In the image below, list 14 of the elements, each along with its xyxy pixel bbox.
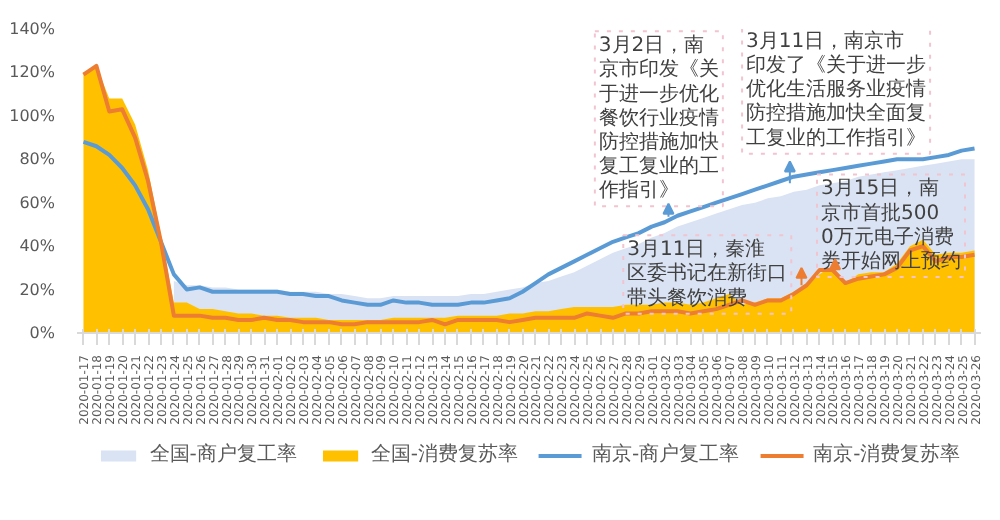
y-tick-label: 100% [9,106,56,125]
legend-label: 南京-消费复苏率 [813,441,961,468]
y-tick-label: 40% [19,237,56,256]
y-tick-label: 80% [19,150,56,169]
annotation: 3月11日，南京市印发了《关于进一步优化生活服务业疫情防控措施加快全面复工复业的工作指引》 [746,28,927,150]
y-tick-label: 60% [19,193,56,212]
y-tick-label: 20% [19,280,56,299]
legend-label: 全国-商户复工率 [149,441,297,468]
legend-label: 南京-商户复工率 [592,441,740,468]
y-tick-label: 0% [29,324,56,342]
annotation: 3月2日，南京市印发《关于进一步优化餐饮行业疫情防控措施加快复工复业的工作指引》 [596,33,719,203]
y-tick-label: 140% [9,20,56,38]
y-tick-label: 120% [9,63,56,82]
legend-label: 全国-消费复苏率 [370,441,518,468]
